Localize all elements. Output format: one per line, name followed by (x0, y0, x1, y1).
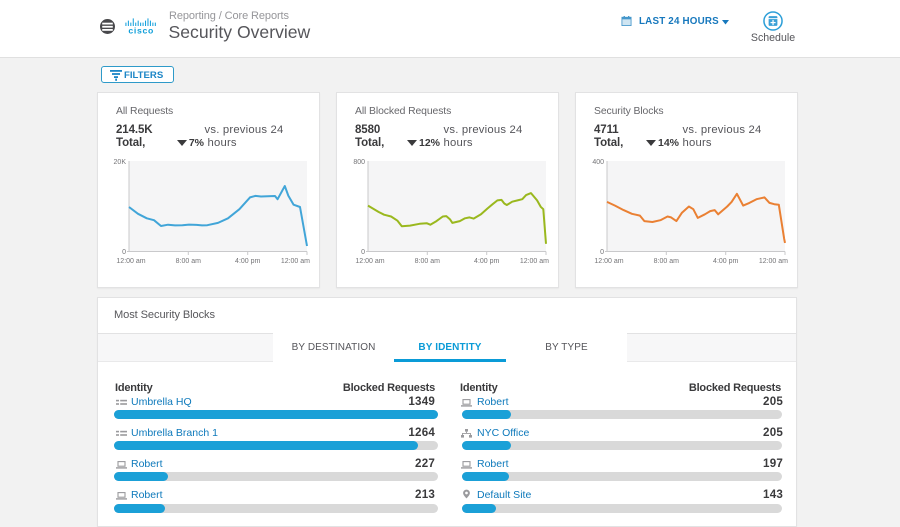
svg-text:8:00 am: 8:00 am (654, 258, 679, 265)
svg-text:0: 0 (122, 249, 126, 256)
svg-text:4:00 pm: 4:00 pm (713, 258, 738, 265)
svg-text:0: 0 (361, 249, 365, 256)
svg-text:cisco: cisco (128, 25, 154, 35)
svg-text:12:00 am: 12:00 am (281, 258, 310, 265)
svg-text:12:00 am: 12:00 am (116, 258, 145, 265)
svg-text:8:00 am: 8:00 am (415, 258, 440, 265)
svg-text:12:00 am: 12:00 am (355, 258, 384, 265)
svg-text:800: 800 (353, 159, 365, 166)
svg-text:20K: 20K (114, 159, 127, 166)
svg-text:4:00 pm: 4:00 pm (235, 258, 260, 265)
svg-text:8:00 am: 8:00 am (176, 258, 201, 265)
svg-text:0: 0 (600, 249, 604, 256)
svg-text:12:00 am: 12:00 am (759, 258, 788, 265)
svg-text:12:00 am: 12:00 am (520, 258, 549, 265)
svg-text:400: 400 (592, 159, 604, 166)
svg-text:12:00 am: 12:00 am (594, 258, 623, 265)
svg-text:4:00 pm: 4:00 pm (474, 258, 499, 265)
